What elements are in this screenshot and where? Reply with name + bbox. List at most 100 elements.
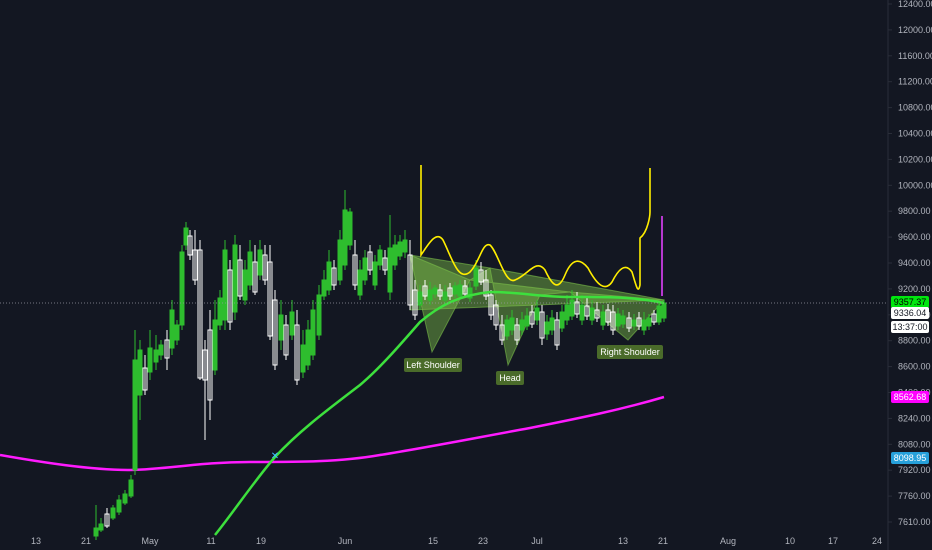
candle-body [589, 307, 595, 321]
candle-body [559, 311, 565, 329]
candle-body [447, 287, 453, 297]
candle-body [116, 499, 122, 513]
candle-body [544, 321, 550, 335]
candle-body [137, 349, 143, 396]
candle-body [232, 244, 238, 313]
price-tick-label: 10200.00 [898, 154, 932, 164]
candle-body [357, 269, 363, 296]
candle-body [615, 313, 621, 327]
slow-moving-average [0, 395, 665, 472]
candle-body [524, 315, 530, 327]
time-tick-label: 13 [31, 536, 41, 546]
candle-body [569, 299, 575, 317]
crossover-marker: ✕ [271, 451, 279, 462]
candle-body [392, 244, 398, 266]
candle-body [158, 344, 164, 356]
candle-body [467, 287, 473, 299]
candle-body [321, 279, 327, 297]
candle-body [352, 254, 358, 286]
candle-body [452, 285, 458, 295]
candle-body [98, 523, 104, 531]
candle-body [164, 339, 170, 359]
candle-body [387, 247, 393, 293]
pattern-label-bg [404, 358, 462, 372]
candle-body [539, 311, 545, 339]
candle-body [514, 324, 520, 341]
candle-body [212, 319, 218, 371]
price-tick-label: 9800.00 [898, 206, 931, 216]
candle-body [132, 359, 138, 471]
pattern-label: Left Shoulder [406, 360, 460, 370]
candle-body [305, 329, 311, 366]
candle-body [382, 257, 388, 271]
candle-body [529, 311, 535, 325]
price-tick-label: 8600.00 [898, 362, 931, 372]
price-tick-label: 12400.00 [898, 0, 932, 9]
candle-body [478, 269, 484, 283]
candle-body [549, 317, 555, 331]
candle-body [316, 294, 322, 336]
price-tick-label: 12000.00 [898, 25, 932, 35]
candle-body [326, 261, 332, 291]
candle-body [142, 367, 148, 391]
candle-body [626, 317, 632, 329]
pattern-label: Head [499, 373, 521, 383]
candle-body [574, 301, 580, 315]
candle-body [457, 284, 463, 297]
slow-ma-line [0, 395, 665, 472]
candle-body [300, 344, 306, 373]
candle-body [362, 257, 368, 281]
candle-body [462, 285, 468, 295]
candle-body [93, 527, 99, 537]
time-axis-ticks: 13 21 May 11 19 Jun 15 23 Jul 13 21 Aug 10 17 24 [31, 536, 882, 546]
candle-body [610, 311, 616, 331]
price-tick-label: 7760.00 [898, 491, 931, 501]
candle-body [407, 254, 413, 306]
price-axis-ticks: 7610.007760.007920.008080.008240.008400.… [888, 0, 932, 527]
candle-body [227, 269, 233, 323]
candle-body [197, 249, 203, 379]
candle-body [278, 314, 284, 341]
candle-body [267, 261, 273, 337]
candle-body [217, 297, 223, 326]
oscillator-path [420, 165, 651, 290]
candle-body [289, 311, 295, 336]
candle-body [257, 249, 263, 276]
time-tick-label: 21 [81, 536, 91, 546]
price-tick-label: 9600.00 [898, 232, 931, 242]
candle-body [174, 324, 180, 341]
price-tick-label: 7920.00 [898, 465, 931, 475]
candle-body [432, 287, 438, 295]
pattern-label-bg [597, 345, 663, 359]
candle-body [554, 319, 560, 346]
candle-body [347, 211, 353, 246]
candle-body [600, 311, 606, 326]
price-badge [891, 321, 929, 333]
price-badge [891, 307, 929, 319]
candle-body [377, 249, 383, 266]
candle-body [620, 315, 626, 325]
candle-body [661, 302, 667, 319]
candle-body [367, 251, 373, 271]
candle-body [499, 324, 505, 341]
candle-body [504, 319, 510, 337]
oscillator-line [420, 165, 663, 296]
time-tick-label: 23 [478, 536, 488, 546]
candle-body [427, 289, 433, 301]
time-tick-label: May [141, 536, 159, 546]
fast-ma-line [214, 290, 665, 536]
candle-body [584, 305, 590, 317]
candle-body [192, 249, 198, 281]
price-badge-label: 13:37:00 [892, 322, 927, 332]
price-tick-label: 11600.00 [898, 51, 932, 61]
candle-body [651, 313, 657, 323]
candle-body [641, 319, 647, 331]
candle-body [331, 267, 337, 286]
candle-body [252, 261, 258, 293]
candle-body [631, 319, 637, 327]
candle-body [262, 254, 268, 281]
time-tick-label: 13 [618, 536, 628, 546]
price-tick-label: 10400.00 [898, 129, 932, 139]
